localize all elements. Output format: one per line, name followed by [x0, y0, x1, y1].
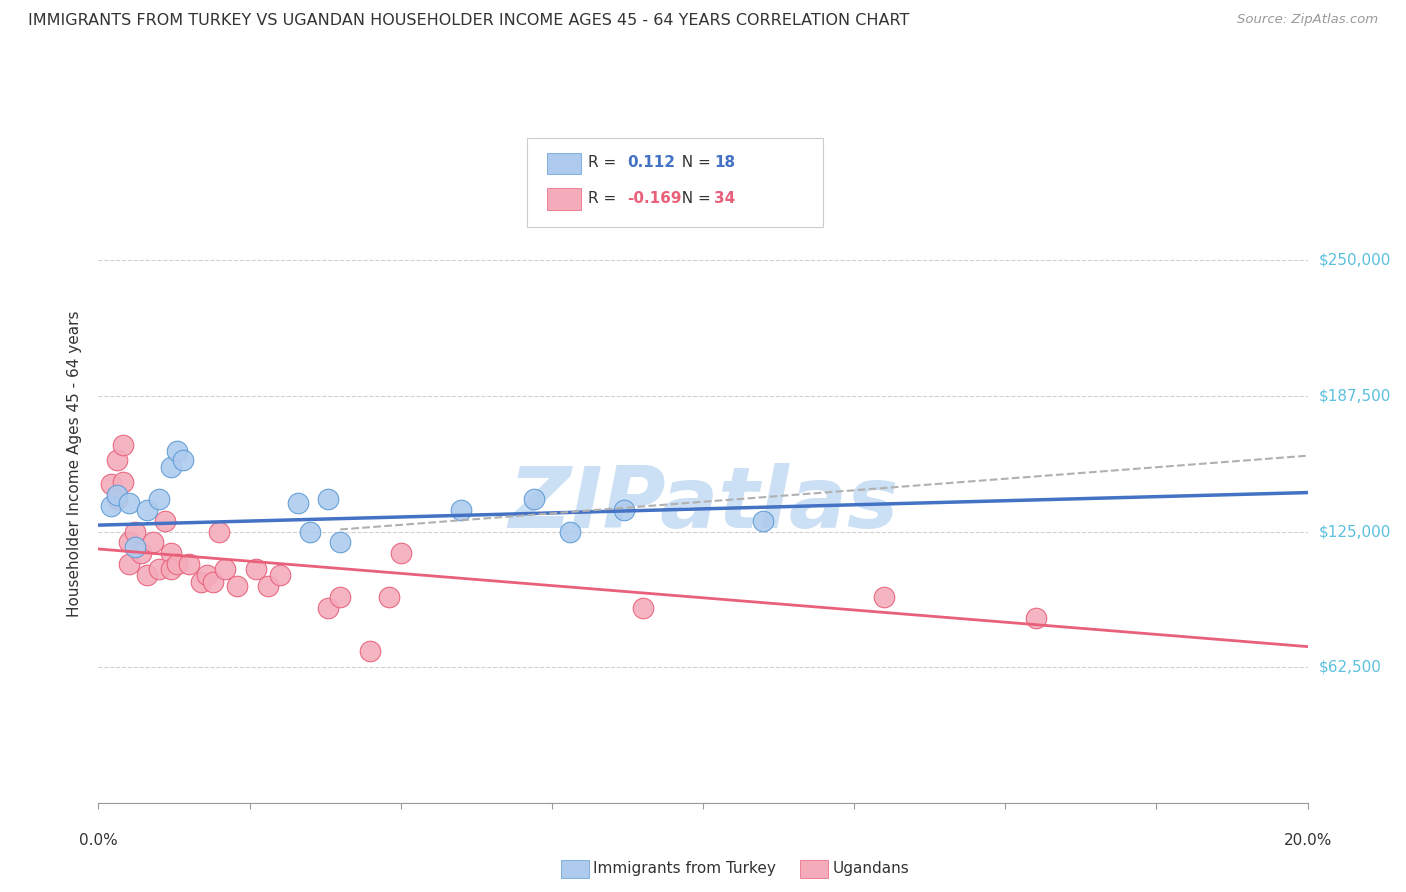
Text: -0.169: -0.169: [627, 191, 682, 205]
Point: [1024, 611, 1046, 625]
Text: N =: N =: [672, 191, 716, 205]
Point: [148, 492, 170, 507]
Text: R =: R =: [588, 191, 621, 205]
Point: [105, 453, 128, 467]
Point: [873, 590, 896, 604]
Point: [100, 499, 122, 513]
Point: [153, 514, 176, 528]
Text: 0.112: 0.112: [627, 155, 675, 169]
Point: [316, 600, 339, 615]
Text: $62,500: $62,500: [1319, 660, 1382, 674]
Point: [129, 546, 152, 560]
Point: [195, 568, 218, 582]
Text: R =: R =: [588, 155, 621, 169]
Text: 20.0%: 20.0%: [1284, 833, 1331, 848]
Point: [118, 557, 141, 571]
Point: [389, 546, 412, 560]
Point: [377, 590, 399, 604]
Text: $250,000: $250,000: [1319, 253, 1391, 268]
Point: [160, 561, 183, 575]
Text: Ugandans: Ugandans: [832, 862, 910, 876]
Point: [172, 453, 194, 467]
Point: [142, 535, 165, 549]
Point: [558, 524, 581, 539]
Y-axis label: Householder Income Ages 45 - 64 years: Householder Income Ages 45 - 64 years: [67, 310, 83, 617]
Point: [111, 438, 134, 452]
Text: $125,000: $125,000: [1319, 524, 1391, 539]
Point: [135, 503, 157, 517]
Point: [523, 492, 546, 507]
Text: IMMIGRANTS FROM TURKEY VS UGANDAN HOUSEHOLDER INCOME AGES 45 - 64 YEARS CORRELAT: IMMIGRANTS FROM TURKEY VS UGANDAN HOUSEH…: [28, 13, 910, 29]
Point: [105, 492, 128, 507]
Text: 0.0%: 0.0%: [79, 833, 118, 848]
Point: [177, 557, 201, 571]
Text: N =: N =: [672, 155, 716, 169]
Point: [245, 561, 267, 575]
Point: [160, 459, 183, 474]
Point: [269, 568, 291, 582]
Point: [613, 503, 636, 517]
Point: [118, 535, 141, 549]
Point: [118, 496, 141, 510]
Point: [752, 514, 775, 528]
Point: [160, 546, 183, 560]
Text: 18: 18: [714, 155, 735, 169]
Text: Source: ZipAtlas.com: Source: ZipAtlas.com: [1237, 13, 1378, 27]
Text: $187,500: $187,500: [1319, 389, 1391, 403]
Point: [287, 496, 309, 510]
Point: [111, 475, 134, 489]
Point: [360, 644, 382, 658]
Text: ZIPatlas: ZIPatlas: [508, 463, 898, 546]
Point: [329, 535, 352, 549]
Point: [208, 524, 231, 539]
Text: 34: 34: [714, 191, 735, 205]
Point: [299, 524, 322, 539]
Point: [202, 574, 225, 589]
Point: [256, 579, 278, 593]
Point: [135, 568, 157, 582]
Point: [190, 574, 212, 589]
Point: [124, 524, 146, 539]
Point: [226, 579, 249, 593]
Point: [166, 557, 188, 571]
Point: [148, 561, 170, 575]
Point: [214, 561, 236, 575]
Point: [631, 600, 654, 615]
Point: [124, 540, 146, 554]
Text: Immigrants from Turkey: Immigrants from Turkey: [593, 862, 776, 876]
Point: [105, 488, 128, 502]
Point: [166, 444, 188, 458]
Point: [329, 590, 352, 604]
Point: [450, 503, 472, 517]
Point: [100, 476, 122, 491]
Point: [316, 492, 339, 507]
